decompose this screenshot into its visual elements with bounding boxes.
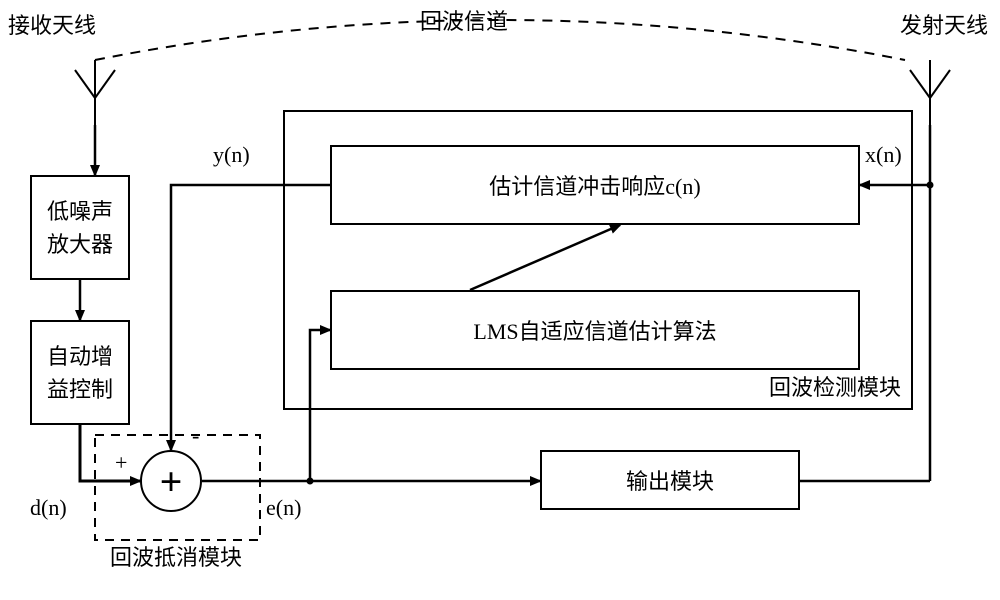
minus-sign: - bbox=[192, 423, 199, 449]
summing-plus: + bbox=[160, 458, 183, 505]
agc-text-2: 益控制 bbox=[47, 373, 113, 406]
lna-text-2: 放大器 bbox=[47, 228, 113, 261]
e-signal-label: e(n) bbox=[266, 495, 301, 521]
lna-text-1: 低噪声 bbox=[47, 195, 113, 228]
x-signal-label: x(n) bbox=[865, 142, 902, 168]
tx-antenna-label: 发射天线 bbox=[900, 8, 988, 40]
estimate-label: 估计信道冲击响应c(n) bbox=[489, 169, 700, 201]
lms-label: LMS自适应信道估计算法 bbox=[473, 314, 716, 346]
echo-cancellation-block-diagram: 接收天线 回波信道 发射天线 低噪声 放大器 自动增 益控制 回波检测模块 估计… bbox=[0, 0, 1000, 600]
rx-antenna-label: 接收天线 bbox=[8, 8, 96, 40]
lms-box: LMS自适应信道估计算法 bbox=[330, 290, 860, 370]
d-signal-label: d(n) bbox=[30, 495, 67, 521]
echo-channel-label: 回波信道 bbox=[420, 4, 508, 36]
plus-sign: + bbox=[115, 450, 127, 476]
y-signal-label: y(n) bbox=[213, 142, 250, 168]
output-module-label: 输出模块 bbox=[626, 464, 714, 496]
lna-box: 低噪声 放大器 bbox=[30, 175, 130, 280]
summing-junction: + bbox=[140, 450, 202, 512]
estimate-box: 估计信道冲击响应c(n) bbox=[330, 145, 860, 225]
detection-module-label: 回波检测模块 bbox=[769, 370, 901, 402]
output-module-box: 输出模块 bbox=[540, 450, 800, 510]
agc-text-1: 自动增 bbox=[47, 340, 113, 373]
echo-cancel-module-label: 回波抵消模块 bbox=[110, 540, 242, 572]
agc-box: 自动增 益控制 bbox=[30, 320, 130, 425]
